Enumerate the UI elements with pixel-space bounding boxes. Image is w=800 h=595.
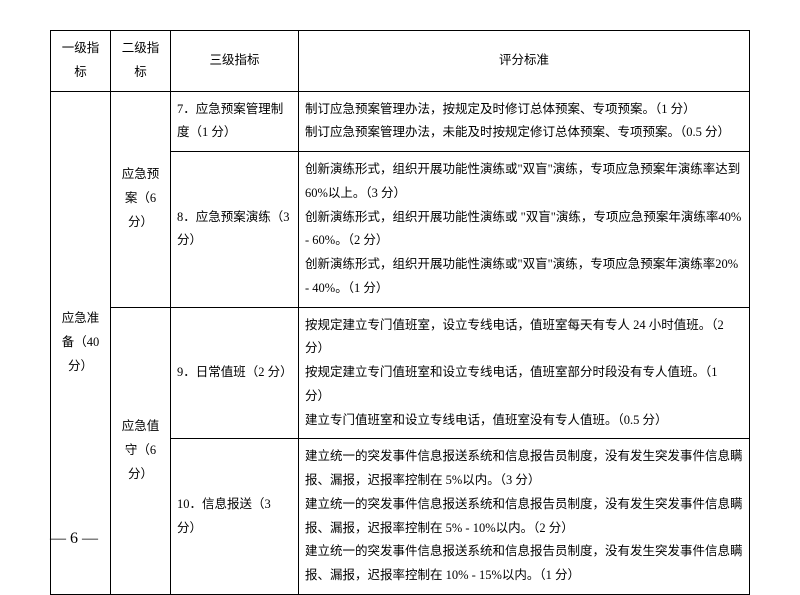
level3-cell: 10．信息报送（3 分） <box>171 439 299 595</box>
level3-cell: 7．应急预案管理制度（1 分） <box>171 91 299 152</box>
page-number: — 6 — <box>50 530 98 548</box>
table-row: 应急准备（40 分） 应急预案（6 分） 7．应急预案管理制度（1 分） 制订应… <box>51 91 750 152</box>
evaluation-table: 一级指标 二级指标 三级指标 评分标准 应急准备（40 分） 应急预案（6 分）… <box>50 30 750 595</box>
criteria-cell: 制订应急预案管理办法，按规定及时修订总体预案、专项预案。（1 分）制订应急预案管… <box>299 91 750 152</box>
criteria-cell: 按规定建立专门值班室，设立专线电话，值班室每天有专人 24 小时值班。（2 分）… <box>299 307 750 439</box>
criteria-cell: 建立统一的突发事件信息报送系统和信息报告员制度，没有发生突发事件信息瞒报、漏报，… <box>299 439 750 595</box>
header-level3: 三级指标 <box>171 31 299 92</box>
header-criteria: 评分标准 <box>299 31 750 92</box>
level2-cell-a: 应急预案（6 分） <box>111 91 171 307</box>
level2-cell-b: 应急值守（6 分） <box>111 307 171 594</box>
header-level2: 二级指标 <box>111 31 171 92</box>
table-header-row: 一级指标 二级指标 三级指标 评分标准 <box>51 31 750 92</box>
header-level1: 一级指标 <box>51 31 111 92</box>
table-row: 应急值守（6 分） 9．日常值班（2 分） 按规定建立专门值班室，设立专线电话，… <box>51 307 750 439</box>
level3-cell: 9．日常值班（2 分） <box>171 307 299 439</box>
criteria-cell: 创新演练形式，组织开展功能性演练或"双盲"演练，专项应急预案年演练率达到 60%… <box>299 152 750 308</box>
level1-cell: 应急准备（40 分） <box>51 91 111 594</box>
level3-cell: 8．应急预案演练（3 分） <box>171 152 299 308</box>
